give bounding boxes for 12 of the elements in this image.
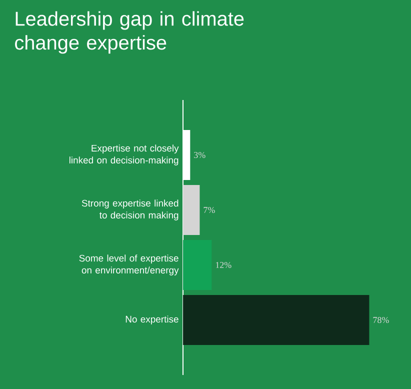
- bar: [183, 185, 200, 236]
- chart-title: Leadership gap in climate change expertise: [15, 11, 244, 54]
- data-label: 12%: [216, 262, 232, 268]
- bar: [183, 240, 212, 290]
- y-tick-label: Some level of expertise on environment/energy: [79, 254, 179, 276]
- bar: [183, 295, 370, 346]
- y-tick-label: Expertise not closely linked on decision-making: [69, 144, 179, 166]
- data-label: 7%: [204, 206, 215, 214]
- data-label: 3%: [194, 152, 206, 158]
- data-label: 78%: [373, 316, 389, 324]
- y-tick-label: Strong expertise linked to decision making: [82, 200, 178, 220]
- y-tick-label: No expertise: [126, 316, 178, 324]
